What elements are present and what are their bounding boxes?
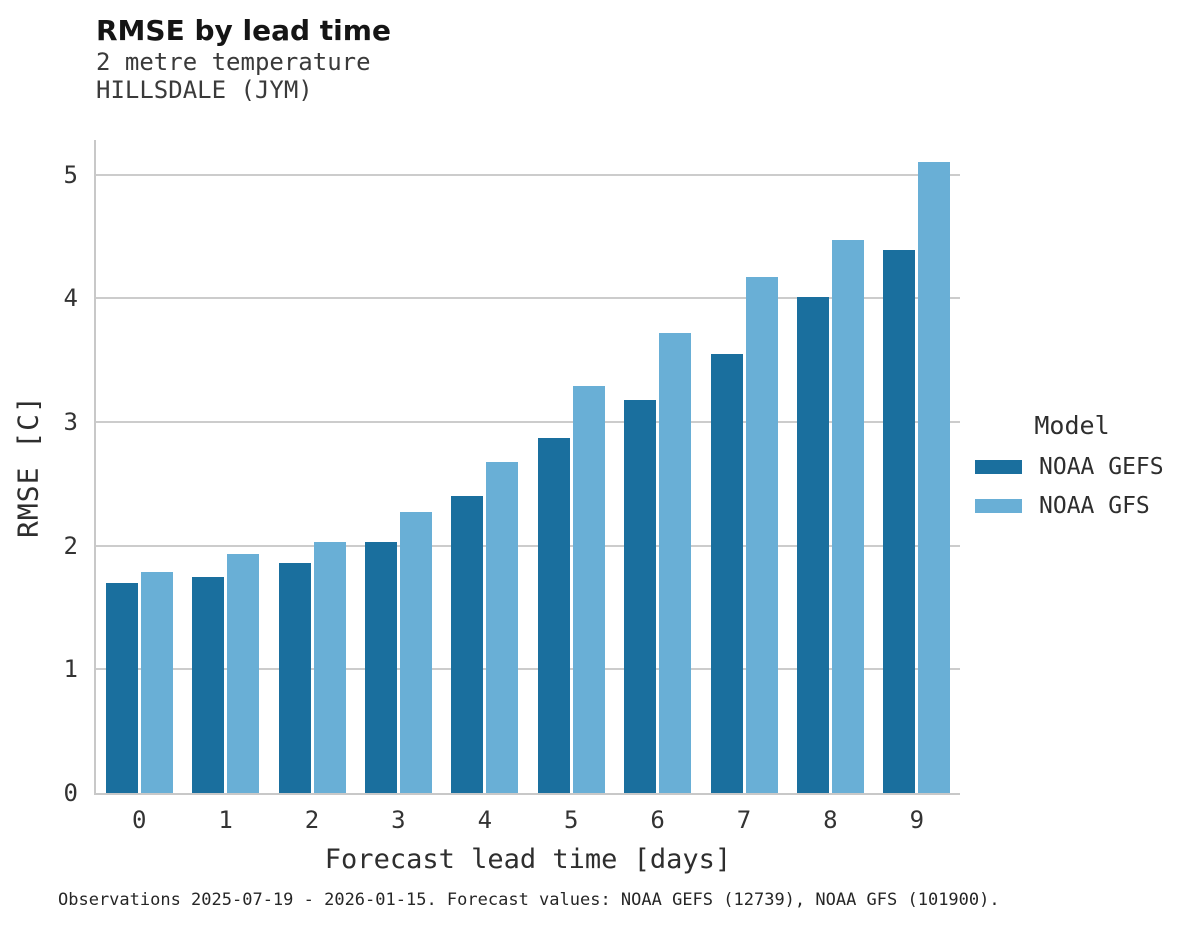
gridline-y-3 xyxy=(96,420,960,423)
x-tick-label-7: 7 xyxy=(736,806,752,834)
x-tick-label-0: 0 xyxy=(131,806,147,834)
legend-swatch-noaa-gefs xyxy=(975,460,1022,474)
y-tick-label-1: 1 xyxy=(63,655,78,684)
plot-area xyxy=(94,140,960,795)
chart-station-label: HILLSDALE (JYM) xyxy=(96,76,313,104)
gridline-y-2 xyxy=(96,544,960,547)
y-tick-label-2: 2 xyxy=(63,531,78,560)
bar-noaa-gfs-day-6 xyxy=(659,332,692,793)
gridline-y-4 xyxy=(96,297,960,300)
legend-swatch-noaa-gfs xyxy=(975,499,1022,513)
bar-noaa-gefs-day-5 xyxy=(537,438,570,793)
bar-noaa-gefs-day-0 xyxy=(105,582,138,793)
y-tick-label-4: 4 xyxy=(63,284,78,313)
bar-noaa-gefs-day-2 xyxy=(278,562,311,793)
legend-entries: NOAA GEFS NOAA GFS xyxy=(966,454,1178,519)
y-axis-tick-labels: 0 1 2 3 4 5 xyxy=(0,140,86,805)
x-tick-label-9: 9 xyxy=(909,806,925,834)
legend-title: Model xyxy=(1034,411,1110,440)
bar-noaa-gfs-day-0 xyxy=(140,571,173,793)
x-tick-label-3: 3 xyxy=(391,806,406,834)
x-tick-label-2: 2 xyxy=(304,806,320,834)
bar-noaa-gefs-day-3 xyxy=(364,541,397,793)
bar-noaa-gefs-day-4 xyxy=(451,496,484,793)
bar-noaa-gfs-day-5 xyxy=(572,386,605,793)
bar-noaa-gfs-day-8 xyxy=(831,240,864,793)
bar-noaa-gfs-day-7 xyxy=(745,277,778,793)
x-tick-label-1: 1 xyxy=(218,806,233,834)
bar-noaa-gfs-day-4 xyxy=(486,461,519,793)
bar-noaa-gefs-day-8 xyxy=(796,297,829,793)
chart-header: RMSE by lead time 2 metre temperature HI… xyxy=(96,14,391,104)
footnote-caption: Observations 2025-07-19 - 2026-01-15. Fo… xyxy=(58,890,1000,910)
legend-entry-noaa-gefs: NOAA GEFS xyxy=(966,454,1178,480)
x-tick-label-4: 4 xyxy=(477,806,493,834)
x-tick-label-5: 5 xyxy=(563,806,579,834)
legend-entry-noaa-gfs: NOAA GFS xyxy=(966,493,1178,519)
y-tick-label-3: 3 xyxy=(63,407,78,436)
gridline-y-5 xyxy=(96,173,960,176)
bar-noaa-gefs-day-9 xyxy=(883,250,916,793)
bar-noaa-gfs-day-3 xyxy=(399,512,432,793)
bar-noaa-gefs-day-6 xyxy=(624,399,657,793)
x-tick-label-6: 6 xyxy=(650,806,665,834)
bar-noaa-gfs-day-1 xyxy=(227,554,260,793)
x-axis-title: Forecast lead time [days] xyxy=(324,844,732,875)
x-tick-label-8: 8 xyxy=(823,806,838,834)
bar-noaa-gfs-day-2 xyxy=(313,541,346,793)
legend: Model NOAA GEFS NOAA GFS xyxy=(966,412,1178,532)
y-tick-label-5: 5 xyxy=(63,160,78,189)
legend-label: NOAA GEFS xyxy=(1039,454,1164,480)
chart-title: RMSE by lead time xyxy=(96,14,391,47)
bar-noaa-gefs-day-1 xyxy=(192,576,225,793)
y-tick-label-0: 0 xyxy=(63,779,78,807)
gridline-y-1 xyxy=(96,668,960,671)
chart-subtitle: 2 metre temperature xyxy=(96,48,371,76)
bar-noaa-gefs-day-7 xyxy=(710,353,743,793)
bar-noaa-gfs-day-9 xyxy=(918,162,951,793)
x-axis-tick-labels: 0 1 2 3 4 5 6 7 8 9 xyxy=(96,806,960,838)
legend-label: NOAA GFS xyxy=(1039,493,1150,519)
